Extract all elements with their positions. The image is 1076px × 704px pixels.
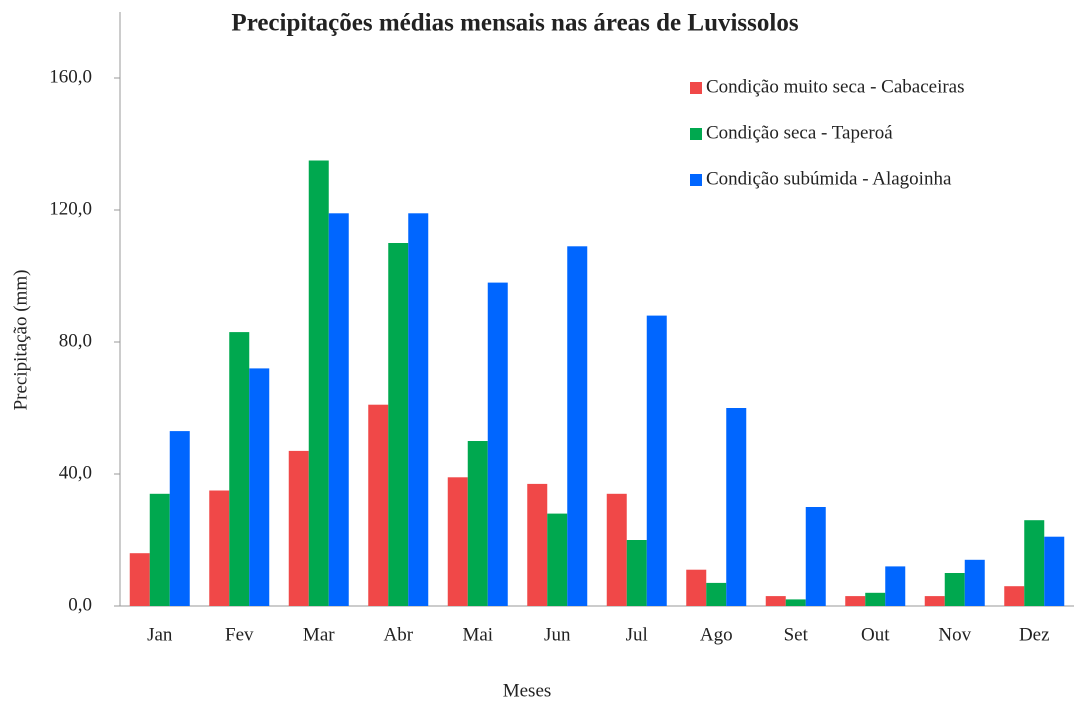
y-tick-label: 40,0 xyxy=(59,462,92,483)
y-tick-label: 120,0 xyxy=(49,198,92,219)
legend-label: Condição muito seca - Cabaceiras xyxy=(706,76,965,97)
bar xyxy=(964,559,985,606)
bar xyxy=(765,596,786,606)
bar xyxy=(288,450,309,606)
x-tick-label: Abr xyxy=(383,624,413,645)
bar xyxy=(606,493,627,606)
bar xyxy=(1024,520,1045,606)
bar xyxy=(865,592,886,606)
bar xyxy=(924,596,945,606)
x-tick-label: Dez xyxy=(1019,624,1050,645)
x-axis-label: Meses xyxy=(503,680,552,701)
bar xyxy=(527,483,548,606)
x-tick-label: Mai xyxy=(462,624,493,645)
bar xyxy=(805,507,826,606)
y-tick-label: 0,0 xyxy=(68,594,92,615)
x-tick-label: Ago xyxy=(700,624,733,645)
bar xyxy=(149,493,170,606)
bar xyxy=(249,368,270,606)
bar xyxy=(706,582,727,606)
bar xyxy=(229,332,250,606)
bar xyxy=(308,160,329,606)
chart-title: Precipitações médias mensais nas áreas d… xyxy=(231,10,798,37)
bar xyxy=(408,213,429,607)
bar xyxy=(845,596,866,606)
bar xyxy=(129,553,150,606)
bar xyxy=(328,213,349,607)
bar xyxy=(169,431,190,606)
bar xyxy=(487,282,508,606)
bar xyxy=(885,566,906,606)
bar xyxy=(726,408,747,606)
y-tick-label: 160,0 xyxy=(49,66,92,87)
bar xyxy=(1004,586,1025,606)
x-tick-label: Mar xyxy=(303,624,335,645)
bar xyxy=(547,513,568,606)
x-tick-label: Jun xyxy=(544,624,571,645)
bar xyxy=(646,315,667,606)
bar xyxy=(567,246,588,607)
y-axis-label: Precipitação (mm) xyxy=(10,270,31,411)
bar xyxy=(467,441,488,606)
bar xyxy=(785,599,806,606)
legend-swatch xyxy=(690,174,702,186)
bar xyxy=(1044,536,1065,606)
x-tick-label: Set xyxy=(784,624,809,645)
legend-label: Condição subúmida - Alagoinha xyxy=(706,168,952,189)
legend-label: Condição seca - Taperoá xyxy=(706,122,893,143)
bar xyxy=(686,569,707,606)
bar xyxy=(944,573,965,606)
x-tick-label: Nov xyxy=(938,624,971,645)
x-tick-label: Fev xyxy=(225,624,254,645)
x-tick-label: Out xyxy=(861,624,890,645)
legend-swatch xyxy=(690,128,702,140)
bar xyxy=(209,490,230,606)
bar xyxy=(388,243,409,606)
bar xyxy=(368,404,389,606)
legend-swatch xyxy=(690,82,702,94)
x-tick-label: Jan xyxy=(147,624,173,645)
x-tick-label: Jul xyxy=(626,624,648,645)
bar xyxy=(626,540,647,606)
y-tick-label: 80,0 xyxy=(59,330,92,351)
bar xyxy=(447,477,468,606)
